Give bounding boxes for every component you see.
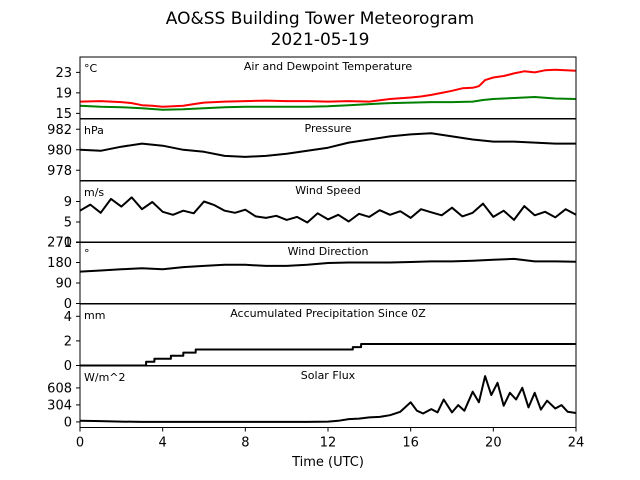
y-tick-label: 19 [55,86,72,101]
x-tick-label: 20 [485,436,502,451]
panel-1: 15 19 23 °C Air and Dewpoint Temperature [55,56,577,122]
y-tick-label: 2 [64,334,72,349]
panel-6: 0 304 608 W/m^2 Solar Flux [47,365,577,430]
x-tick-label: 0 [76,436,84,451]
y-tick-label: 980 [47,143,72,158]
series-line-1-1 [80,68,576,108]
y-tick-label: 982 [47,123,72,138]
panel-title: Solar Flux [301,369,356,382]
panel-title: Wind Direction [288,245,369,258]
y-tick-label: 180 [47,256,72,271]
x-tick-label: 16 [402,436,419,451]
x-tick-label: 24 [568,436,585,451]
series-line-2-1 [80,132,576,158]
y-tick-label: 0 [64,359,72,374]
y-tick-label: 15 [55,107,72,122]
y-tick-label: 1 [64,236,72,251]
x-tick-label: 8 [241,436,249,451]
y-tick-label: 978 [47,164,72,179]
x-tick-label: 12 [320,436,337,451]
x-axis: 0 4 8 12 16 20 24 [76,427,585,451]
panel-title: Accumulated Precipitation Since 0Z [230,307,426,320]
panel-title: Wind Speed [295,184,361,197]
x-axis-label: Time (UTC) [291,455,364,470]
y-tick-label: 90 [55,277,72,292]
series-line-1-2 [80,96,576,111]
panel-unit-label: ° [84,247,90,260]
panel-title: Pressure [305,122,352,135]
y-tick-label: 0 [64,297,72,312]
panel-3: 1 5 9 m/s Wind Speed [64,180,577,251]
panel-2: 978 980 982 hPa Pressure [47,118,577,181]
chart-title: AO&SS Building Tower Meteorogram [166,9,474,29]
panel-unit-label: mm [84,309,105,322]
y-tick-label: 0 [64,415,72,430]
y-tick-label: 270 [47,236,72,251]
y-tick-label: 5 [64,216,72,231]
panel-unit-label: °C [84,62,98,75]
series-line-3-1 [80,196,576,224]
chart-subtitle: 2021-05-19 [271,30,370,50]
series-line-6-1 [80,375,576,423]
panel-unit-label: m/s [84,186,104,199]
panel-unit-label: W/m^2 [84,371,126,384]
y-tick-label: 23 [55,66,72,81]
series-line-4-1 [80,257,576,273]
panel-4: 0 90 180 270 ° Wind Direction [47,236,577,312]
panel-5: 0 2 4 mm Accumulated Precipitation Since 0Z [64,303,577,374]
series-line-5-1 [80,343,576,366]
y-tick-label: 608 [47,381,72,396]
y-tick-label: 304 [47,398,72,413]
panel-title: Air and Dewpoint Temperature [244,60,412,73]
y-tick-label: 4 [64,310,72,325]
panel-unit-label: hPa [84,124,104,137]
y-tick-label: 9 [64,195,72,210]
x-tick-label: 4 [159,436,167,451]
